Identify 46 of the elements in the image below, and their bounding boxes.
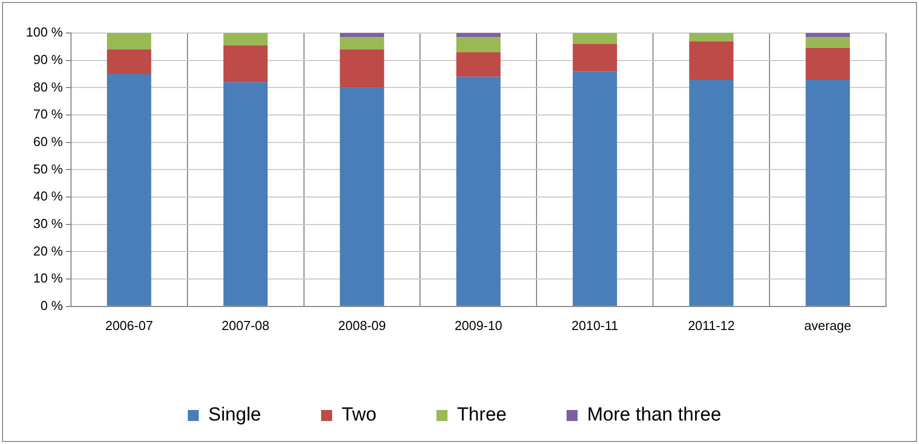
x-tick-label: 2006-07 (105, 318, 153, 333)
bar (340, 33, 384, 38)
bar (806, 33, 850, 38)
bar (340, 88, 384, 306)
y-tick-label: 50 % (33, 161, 64, 176)
legend-label: Three (456, 404, 507, 426)
x-tick-label: 2008-09 (338, 318, 386, 333)
y-tick-label: 90 % (33, 52, 64, 67)
x-tick-label: average (804, 318, 852, 333)
bar (572, 33, 618, 44)
y-tick-label: 10 % (33, 270, 64, 286)
bar (572, 71, 618, 306)
y-tick-label: 0 % (40, 298, 64, 313)
y-tick-label: 100 % (26, 24, 64, 40)
y-tick-label: 20 % (33, 243, 64, 258)
bar (689, 41, 734, 80)
bar (223, 45, 268, 82)
bar (340, 37, 384, 50)
bar (456, 76, 501, 306)
y-tick-label: 30 % (33, 216, 64, 231)
y-tick-label: 80 % (33, 79, 64, 94)
y-tick-label: 40 % (33, 188, 64, 204)
bar (106, 74, 152, 306)
bar (806, 37, 850, 48)
bar (689, 33, 734, 42)
x-tick-label: 2009-10 (454, 318, 502, 333)
x-tick-label: 2007-08 (222, 318, 270, 333)
y-tick-label: 60 % (33, 134, 64, 149)
bar (806, 79, 850, 306)
bar (572, 44, 618, 72)
bar (456, 37, 501, 52)
bar (806, 48, 850, 80)
y-tick-label: 70 % (33, 106, 64, 122)
legend-label: Single (208, 404, 262, 426)
bar (340, 49, 384, 88)
bar (106, 33, 152, 50)
bar (456, 52, 501, 77)
x-tick-label: 2011-12 (688, 318, 735, 333)
bar (223, 82, 268, 306)
bar (456, 33, 501, 38)
x-tick-label: 2010-11 (572, 318, 618, 333)
bar (106, 49, 152, 74)
bar (223, 33, 268, 46)
bar (689, 79, 734, 306)
legend-label: Two (342, 404, 376, 426)
legend-label: More than three (587, 404, 722, 426)
